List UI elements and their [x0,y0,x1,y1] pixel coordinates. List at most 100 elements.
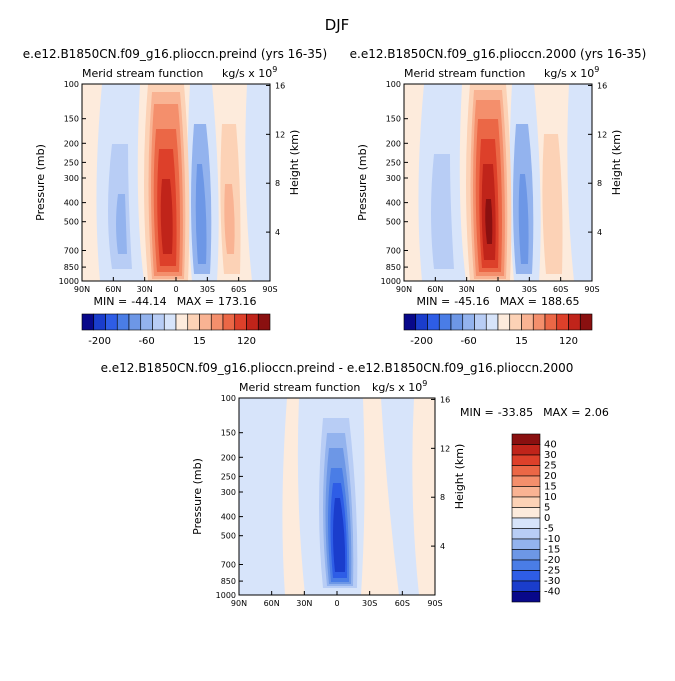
contour-neg-north-2 [431,154,454,269]
height-axis-title: Height (km) [610,130,623,196]
colorbar-label: 15 [193,336,206,347]
y-tick-label: 150 [386,115,401,124]
x-tick-label: 30S [522,285,537,294]
colorbar-swatch [222,313,236,331]
units-label: kg/s x 109 [222,65,277,80]
min-max-readout: MIN = -44.14 MAX = 173.16 [94,295,257,308]
height-tick-label: 12 [440,444,450,453]
x-tick-label: 30N [137,285,153,294]
y-tick-label: 250 [221,472,236,481]
x-tick-label: 0 [334,599,339,608]
colorbar-swatch [140,313,153,331]
height-axis-title: Height (km) [453,444,466,510]
min-value: -44.14 [131,295,166,308]
y-tick-label: 250 [64,158,79,167]
x-tick-label: 60S [231,285,246,294]
units-exponent: 9 [594,65,599,74]
colorbar-label: 120 [237,336,256,347]
contour-neg-south-3 [195,164,207,264]
height-tick-label: 8 [440,493,445,502]
x-tick-label: 90N [74,285,90,294]
y-tick-label: 850 [64,263,79,272]
x-tick-label: 60N [105,285,121,294]
colorbar-label: 10 [544,492,557,503]
contour-pos-highlat [245,84,270,281]
x-tick-label: 90N [231,599,247,608]
x-tick-label: 90N [396,285,412,294]
max-value: 173.16 [218,295,257,308]
colorbar-label: -60 [460,336,476,347]
variable-label: Merid stream function [404,67,525,80]
x-tick-label: 60N [264,599,280,608]
y-tick-label: 100 [386,80,401,89]
y-tick-label: 300 [386,174,401,183]
y-tick-label: 500 [64,218,79,227]
colorbar-label: -20 [544,555,560,566]
y-tick-label: 150 [221,429,236,438]
height-tick-label: 16 [597,81,607,90]
colorbar: -200 -60 15 120 [403,313,593,347]
colorbar-label: -25 [544,566,560,577]
x-tick-label: 60N [427,285,443,294]
x-tick-label: 90S [262,285,277,294]
contour-neg-north-3 [116,194,127,254]
min-max-readout: MIN = -45.16 MAX = 188.65 [417,295,580,308]
y-axis-title: Pressure (mb) [191,458,204,535]
y-tick-label: 200 [386,139,401,148]
max-label: MAX = [543,406,580,419]
colorbar-swatch [521,313,534,331]
y-tick-label: 100 [64,80,79,89]
x-tick-label: 60S [395,599,410,608]
colorbar-label: -15 [544,545,560,556]
contour-pos-south-2 [224,184,235,254]
colorbar-swatch [438,313,452,331]
y-tick-label: 300 [221,488,236,497]
colorbar-swatch [187,313,200,331]
contour-pos-south [542,134,563,274]
panel-diff: e.e12.B1850CN.f09_g16.plioccn.preind - e… [101,361,609,603]
colorbar-swatch [234,313,247,331]
colorbar-label: 20 [544,471,557,482]
colorbar-label: -10 [544,534,560,545]
units-label: kg/s x 109 [372,379,427,394]
height-tick-label: 12 [597,130,607,139]
colorbar-swatch [511,528,541,540]
height-tick-label: 4 [275,228,280,237]
colorbar-label: -200 [410,336,433,347]
plot-area [81,83,271,282]
units-text: kg/s x 10 [222,67,272,80]
colorbar-swatch [511,465,541,477]
min-max-readout: MIN = -33.85 MAX = 2.06 [460,406,609,419]
colorbar-label: 40 [544,440,557,451]
axes-2: 90N 60N 30N 0 30S 60S 90S 100 150 200 250 300 400 500… [191,394,466,608]
y-tick-label: 500 [221,532,236,541]
y-tick-label: 500 [386,218,401,227]
panel-title: e.e12.B1850CN.f09_g16.plioccn.2000 (yrs … [350,47,647,61]
contour-neg-7 [333,498,346,572]
y-tick-label: 850 [386,263,401,272]
y-tick-label: 1000 [59,277,79,286]
colorbar-swatch [199,313,212,331]
figure-title: DJF [325,16,350,34]
units-text: kg/s x 10 [544,67,594,80]
colorbar-label: -60 [138,336,154,347]
colorbar-swatch [509,313,522,331]
colorbar-swatch [152,313,165,331]
colorbar-swatch [93,313,106,331]
colorbar-swatch [81,313,95,331]
colorbar-swatch [556,313,569,331]
colorbar-swatch [450,313,464,331]
axes-0: 90N 60N 30N 0 30S 60S 90S 100 150 200 250 300 400 500… [34,80,301,294]
y-tick-label: 400 [221,513,236,522]
colorbar-swatch [511,517,541,529]
colorbar-swatch [128,313,142,331]
colorbar-label: 15 [544,482,557,493]
colorbar-swatch [497,313,511,331]
colorbar-label: 5 [544,503,550,514]
height-tick-label: 16 [440,395,450,404]
units-text: kg/s x 10 [372,381,422,394]
max-label: MAX = [177,295,214,308]
colorbar-swatch [257,313,271,331]
colorbar-label: -5 [544,524,554,535]
